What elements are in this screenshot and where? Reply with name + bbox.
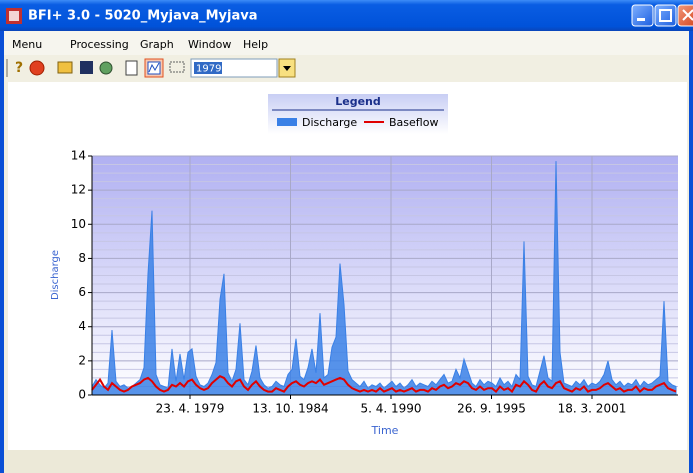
- y-tick-label: 0: [78, 388, 86, 402]
- settings-icon[interactable]: [99, 61, 113, 75]
- graph-icon-line: [148, 62, 160, 73]
- x-tick-label: 23. 4. 1979: [156, 402, 225, 416]
- y-tick-label: 14: [71, 149, 86, 163]
- x-tick-label: 13. 10. 1984: [252, 402, 328, 416]
- y-tick-label: 12: [71, 183, 86, 197]
- menu-items: Menu Processing Graph Window Help: [12, 38, 268, 51]
- x-tick-label: 26. 9. 1995: [457, 402, 526, 416]
- close-button[interactable]: [677, 4, 693, 27]
- close-icon: [682, 9, 693, 21]
- y-tick-label: 10: [71, 217, 86, 231]
- baseflow-line: [91, 375, 677, 394]
- maximize-button[interactable]: [654, 4, 677, 27]
- legend-title: Legend: [335, 95, 381, 108]
- toolbar: [4, 55, 689, 81]
- year-selection: [194, 62, 222, 74]
- menu-item[interactable]: Help: [243, 38, 268, 51]
- y-axis-label: Discharge: [50, 250, 61, 300]
- maximize-icon: [659, 9, 672, 22]
- legend-label: Discharge: [302, 116, 357, 129]
- status-bar: [4, 450, 689, 473]
- chart: 0 2 4 6 8 10 12 14 23. 4. 1979 13. 10. 1984 5. 4. …: [50, 94, 678, 437]
- discharge-area: [91, 161, 677, 396]
- x-tick-label: 5. 4. 1990: [360, 402, 421, 416]
- y-tick-label: 4: [78, 319, 86, 333]
- new-icon[interactable]: [125, 60, 138, 76]
- menu-item[interactable]: Menu: [12, 38, 42, 51]
- y-tick-label: 6: [78, 285, 86, 299]
- stop-icon[interactable]: [29, 60, 45, 76]
- toolbar-grip: [6, 59, 8, 77]
- menu-bar: [4, 31, 689, 55]
- window-buttons: [631, 4, 693, 27]
- minimize-button[interactable]: [631, 4, 654, 27]
- window-title: BFI+ 3.0 - 5020_Myjava_Myjava: [28, 9, 257, 24]
- save-icon[interactable]: [80, 61, 93, 74]
- title-bar: [0, 0, 693, 31]
- dropdown-arrow: [283, 66, 291, 71]
- toolbar-icons: ? 1979: [6, 58, 296, 78]
- x-axis-label: Time: [371, 424, 399, 437]
- y-tick-label: 8: [78, 251, 86, 265]
- minimize-icon: [637, 18, 645, 21]
- y-tick-label: 2: [78, 353, 86, 367]
- legend-swatch: [277, 118, 297, 126]
- help-icon[interactable]: ?: [15, 60, 23, 76]
- x-tick-label: 18. 3. 2001: [558, 402, 627, 416]
- open-icon[interactable]: [57, 61, 73, 74]
- legend-label: Baseflow: [389, 116, 438, 129]
- legend-box: [268, 94, 448, 134]
- app-icon-inner: [9, 11, 19, 21]
- menu-item[interactable]: Processing: [70, 38, 129, 51]
- menu-item[interactable]: Graph: [140, 38, 174, 51]
- menu-item[interactable]: Window: [188, 38, 231, 51]
- zoom-icon[interactable]: [169, 61, 185, 73]
- year-value: 1979: [196, 64, 221, 75]
